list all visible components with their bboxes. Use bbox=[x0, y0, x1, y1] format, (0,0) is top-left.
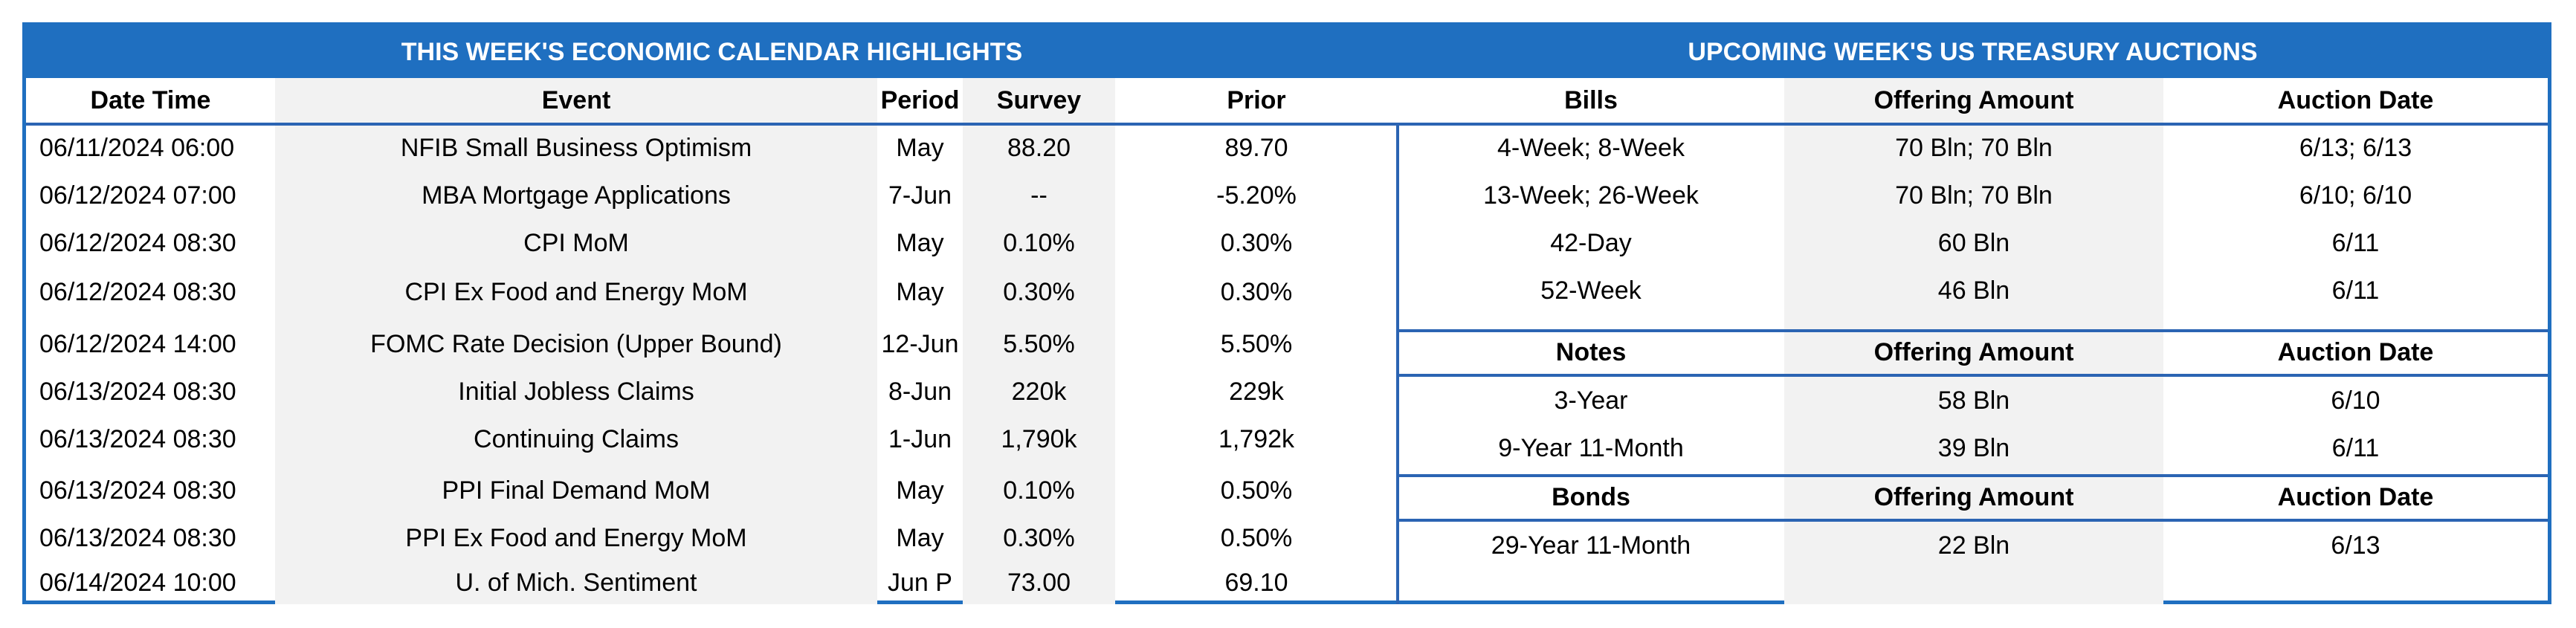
cell-survey: 0.10% bbox=[1003, 476, 1075, 505]
cell-period: May bbox=[896, 523, 944, 552]
cell-term: 3-Year bbox=[1554, 386, 1628, 415]
cell-term: 42-Day bbox=[1550, 228, 1632, 257]
cell-event: CPI Ex Food and Energy MoM bbox=[404, 277, 748, 306]
cell-offering-amount: 46 Bln bbox=[1937, 276, 2010, 305]
survey-column-shade bbox=[963, 78, 1115, 604]
cell-period: 12-Jun bbox=[881, 329, 959, 358]
cell-date-time: 06/13/2024 08:30 bbox=[39, 476, 236, 505]
calendar-title: THIS WEEK'S ECONOMIC CALENDAR HIGHLIGHTS bbox=[26, 26, 1398, 78]
cell-event: PPI Ex Food and Energy MoM bbox=[405, 523, 747, 552]
cell-date-time: 06/12/2024 14:00 bbox=[39, 329, 236, 358]
notes-top-rule bbox=[1398, 329, 2548, 332]
cell-offering-amount: 70 Bln; 70 Bln bbox=[1895, 181, 2053, 210]
cell-survey: 73.00 bbox=[1007, 568, 1071, 597]
calendar-frame: THIS WEEK'S ECONOMIC CALENDAR HIGHLIGHTS… bbox=[22, 22, 2551, 604]
bills-header-1: Offering Amount bbox=[1873, 85, 2074, 114]
section-divider bbox=[1396, 123, 1399, 604]
bonds-header-0: Bonds bbox=[1552, 482, 1630, 511]
cell-event: CPI MoM bbox=[523, 228, 629, 257]
cell-prior: 69.10 bbox=[1224, 568, 1288, 597]
cell-event: U. of Mich. Sentiment bbox=[455, 568, 697, 597]
bonds-header-2: Auction Date bbox=[2277, 482, 2434, 511]
cell-survey: 5.50% bbox=[1003, 329, 1075, 358]
cell-date-time: 06/14/2024 10:00 bbox=[39, 568, 236, 597]
bonds-header-1: Offering Amount bbox=[1873, 482, 2074, 511]
cell-auction-date: 6/13 bbox=[2331, 531, 2380, 560]
cell-date-time: 06/12/2024 07:00 bbox=[39, 181, 236, 210]
cell-prior: 0.30% bbox=[1220, 228, 1293, 257]
offering-column-shade bbox=[1784, 78, 2163, 604]
cell-event: FOMC Rate Decision (Upper Bound) bbox=[370, 329, 782, 358]
cell-prior: 0.50% bbox=[1220, 476, 1293, 505]
bonds-header-rule bbox=[1398, 519, 2548, 522]
auctions-title: UPCOMING WEEK'S US TREASURY AUCTIONS bbox=[1398, 26, 2548, 78]
notes-header-2: Auction Date bbox=[2277, 337, 2434, 366]
event-column-shade bbox=[275, 78, 877, 604]
cell-survey: 0.30% bbox=[1003, 277, 1075, 306]
col-header-prior: Prior bbox=[1227, 85, 1286, 114]
cell-auction-date: 6/10; 6/10 bbox=[2299, 181, 2412, 210]
cell-event: MBA Mortgage Applications bbox=[422, 181, 731, 210]
cell-survey: -- bbox=[1030, 181, 1047, 210]
cell-event: Continuing Claims bbox=[474, 424, 679, 453]
cell-period: May bbox=[896, 228, 944, 257]
cell-offering-amount: 22 Bln bbox=[1937, 531, 2010, 560]
bills-header-0: Bills bbox=[1564, 85, 1618, 114]
cell-prior: -5.20% bbox=[1216, 181, 1297, 210]
cell-offering-amount: 58 Bln bbox=[1937, 386, 2010, 415]
cell-survey: 0.30% bbox=[1003, 523, 1075, 552]
cell-date-time: 06/12/2024 08:30 bbox=[39, 228, 236, 257]
cell-prior: 229k bbox=[1229, 377, 1284, 406]
cell-term: 13-Week; 26-Week bbox=[1483, 181, 1699, 210]
col-header-survey: Survey bbox=[996, 85, 1082, 114]
cell-event: NFIB Small Business Optimism bbox=[400, 133, 752, 162]
col-header-period: Period bbox=[880, 85, 960, 114]
cell-survey: 220k bbox=[1011, 377, 1067, 406]
cell-offering-amount: 60 Bln bbox=[1937, 228, 2010, 257]
cell-period: May bbox=[896, 277, 944, 306]
cell-term: 52-Week bbox=[1540, 276, 1642, 305]
cell-term: 4-Week; 8-Week bbox=[1497, 133, 1685, 162]
cell-date-time: 06/13/2024 08:30 bbox=[39, 424, 236, 453]
cell-prior: 0.30% bbox=[1220, 277, 1293, 306]
cell-auction-date: 6/11 bbox=[2331, 276, 2380, 305]
cell-event: PPI Final Demand MoM bbox=[442, 476, 711, 505]
cell-survey: 88.20 bbox=[1007, 133, 1071, 162]
cell-period: May bbox=[896, 133, 944, 162]
col-header-event: Event bbox=[541, 85, 611, 114]
cell-term: 29-Year 11-Month bbox=[1491, 531, 1691, 560]
cell-offering-amount: 39 Bln bbox=[1937, 433, 2010, 462]
cell-date-time: 06/11/2024 06:00 bbox=[39, 133, 235, 162]
notes-header-1: Offering Amount bbox=[1873, 337, 2074, 366]
cell-period: May bbox=[896, 476, 944, 505]
cell-prior: 5.50% bbox=[1220, 329, 1293, 358]
cell-period: 1-Jun bbox=[888, 424, 952, 453]
cell-date-time: 06/13/2024 08:30 bbox=[39, 377, 236, 406]
cell-survey: 1,790k bbox=[1001, 424, 1077, 453]
cell-prior: 89.70 bbox=[1224, 133, 1288, 162]
cell-event: Initial Jobless Claims bbox=[458, 377, 694, 406]
cell-offering-amount: 70 Bln; 70 Bln bbox=[1895, 133, 2053, 162]
cell-prior: 0.50% bbox=[1220, 523, 1293, 552]
cell-auction-date: 6/11 bbox=[2331, 433, 2380, 462]
notes-header-0: Notes bbox=[1555, 337, 1627, 366]
cell-prior: 1,792k bbox=[1218, 424, 1295, 453]
col-header-date-time: Date Time bbox=[90, 85, 211, 114]
calendar-header-rule bbox=[26, 123, 2548, 126]
cell-period: 7-Jun bbox=[888, 181, 952, 210]
cell-auction-date: 6/11 bbox=[2331, 228, 2380, 257]
cell-date-time: 06/12/2024 08:30 bbox=[39, 277, 236, 306]
cell-survey: 0.10% bbox=[1003, 228, 1075, 257]
cell-period: Jun P bbox=[888, 568, 952, 597]
cell-auction-date: 6/10 bbox=[2331, 386, 2380, 415]
cell-date-time: 06/13/2024 08:30 bbox=[39, 523, 236, 552]
cell-period: 8-Jun bbox=[888, 377, 952, 406]
cell-auction-date: 6/13; 6/13 bbox=[2299, 133, 2412, 162]
bills-header-2: Auction Date bbox=[2277, 85, 2434, 114]
notes-header-rule bbox=[1398, 374, 2548, 377]
cell-term: 9-Year 11-Month bbox=[1498, 433, 1684, 462]
bonds-top-rule bbox=[1398, 474, 2548, 477]
